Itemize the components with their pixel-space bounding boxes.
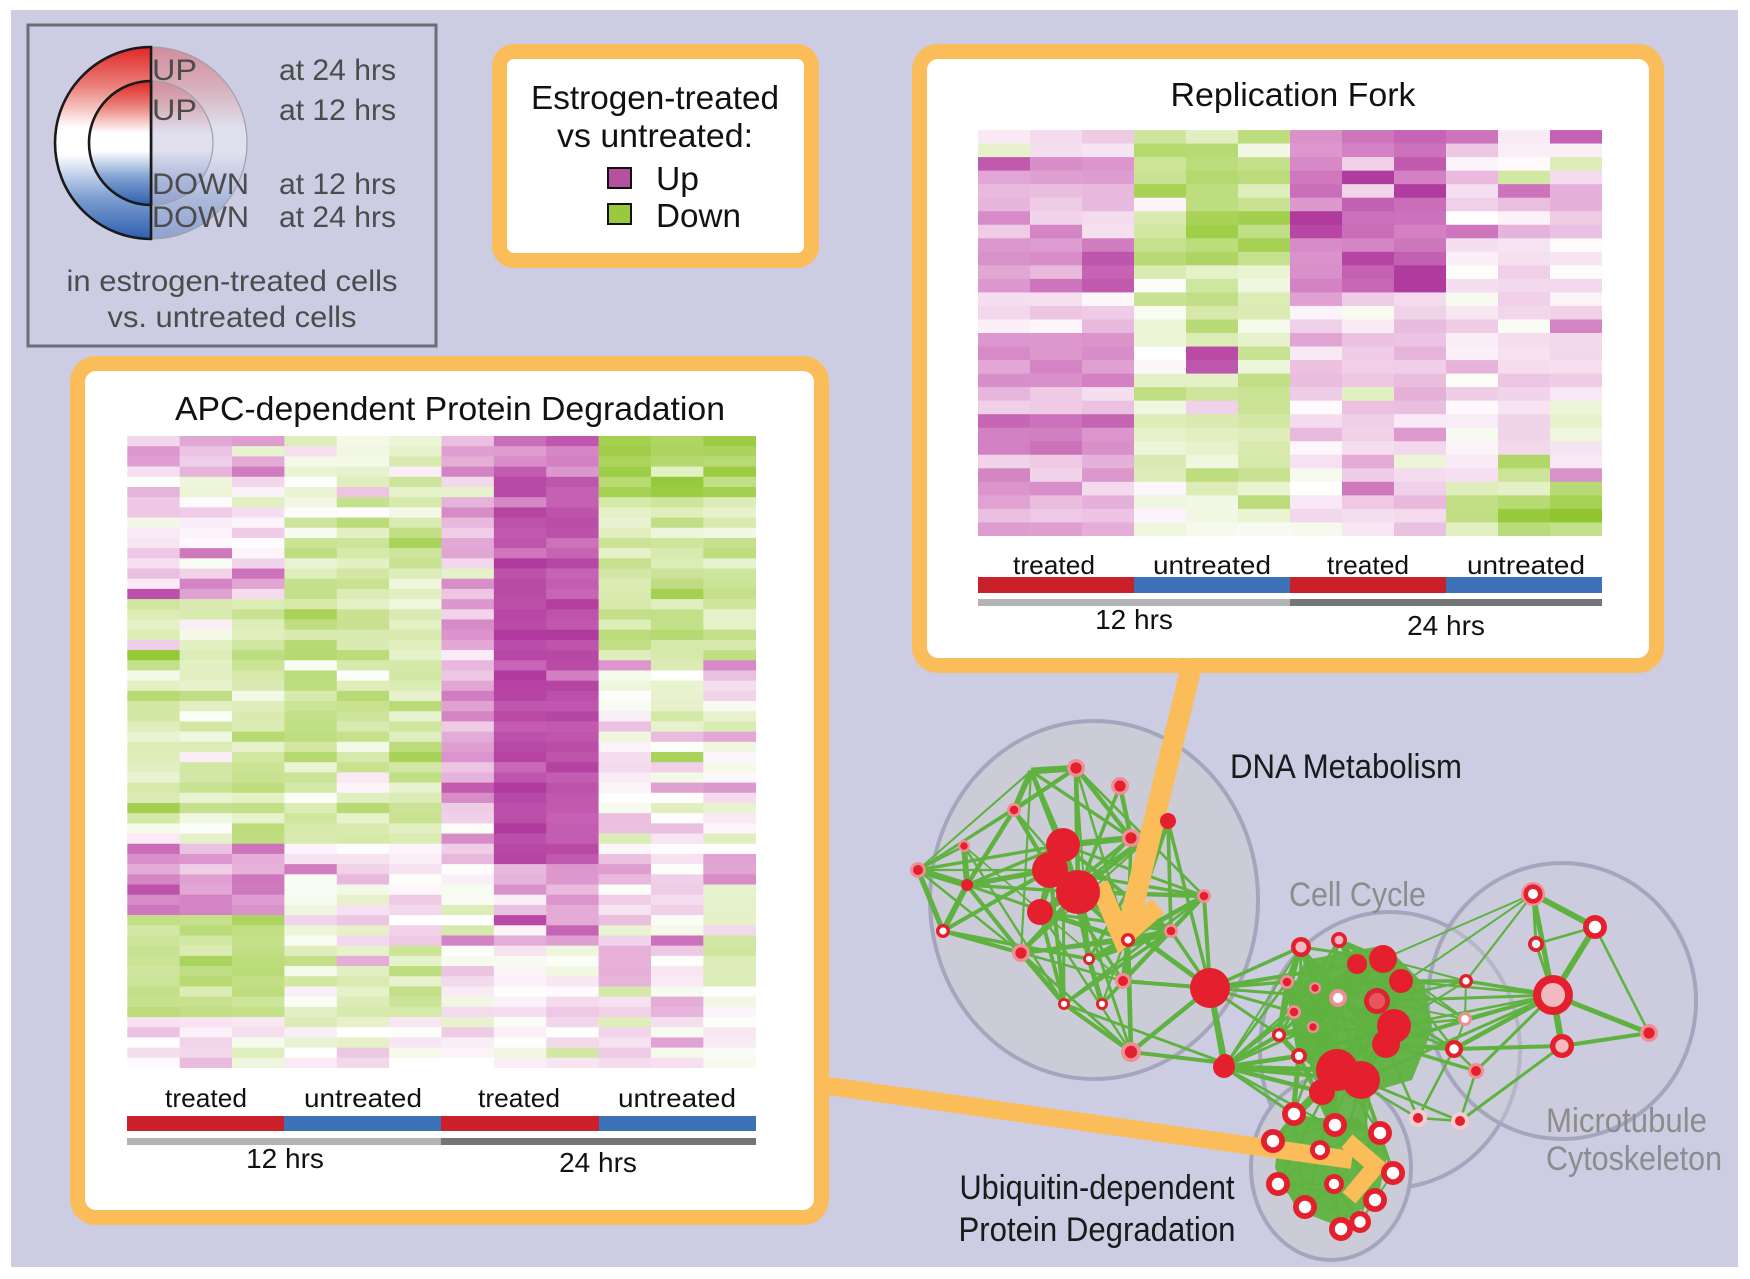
svg-text:Cell Cycle: Cell Cycle (1289, 876, 1426, 914)
svg-text:treated: treated (1013, 550, 1095, 580)
svg-text:DOWN: DOWN (152, 168, 249, 201)
svg-text:treated: treated (1327, 550, 1409, 580)
svg-text:treated: treated (165, 1083, 247, 1113)
svg-text:at 24 hrs: at 24 hrs (279, 201, 396, 234)
svg-text:in estrogen-treated cells: in estrogen-treated cells (67, 265, 398, 298)
svg-text:vs. untreated cells: vs. untreated cells (108, 301, 357, 334)
svg-text:untreated: untreated (1467, 550, 1585, 580)
svg-text:treated: treated (478, 1083, 560, 1113)
svg-text:at 12 hrs: at 12 hrs (279, 94, 396, 127)
svg-text:Replication Fork: Replication Fork (1171, 76, 1417, 113)
svg-text:DNA Metabolism: DNA Metabolism (1230, 748, 1462, 786)
svg-text:at 24 hrs: at 24 hrs (279, 54, 396, 87)
svg-text:Cytoskeleton: Cytoskeleton (1546, 1140, 1722, 1178)
svg-text:24 hrs: 24 hrs (559, 1147, 637, 1178)
svg-text:24 hrs: 24 hrs (1407, 610, 1485, 641)
svg-text:Microtubule: Microtubule (1546, 1102, 1707, 1140)
svg-text:DOWN: DOWN (152, 201, 249, 234)
svg-text:vs untreated:: vs untreated: (557, 117, 753, 154)
svg-text:untreated: untreated (304, 1083, 422, 1113)
svg-text:Protein Degradation: Protein Degradation (959, 1211, 1236, 1249)
svg-text:untreated: untreated (618, 1083, 736, 1113)
svg-text:APC-dependent Protein Degradat: APC-dependent Protein Degradation (175, 390, 725, 427)
svg-text:UP: UP (152, 54, 197, 87)
svg-text:Ubiquitin-dependent: Ubiquitin-dependent (960, 1169, 1235, 1207)
svg-text:at 12 hrs: at 12 hrs (279, 168, 396, 201)
svg-text:untreated: untreated (1153, 550, 1271, 580)
svg-text:UP: UP (152, 94, 197, 127)
svg-text:Up: Up (656, 160, 699, 197)
svg-text:Estrogen-treated: Estrogen-treated (531, 79, 779, 116)
svg-text:Down: Down (656, 197, 741, 234)
svg-text:12 hrs: 12 hrs (1095, 604, 1173, 635)
svg-text:12 hrs: 12 hrs (246, 1143, 324, 1174)
